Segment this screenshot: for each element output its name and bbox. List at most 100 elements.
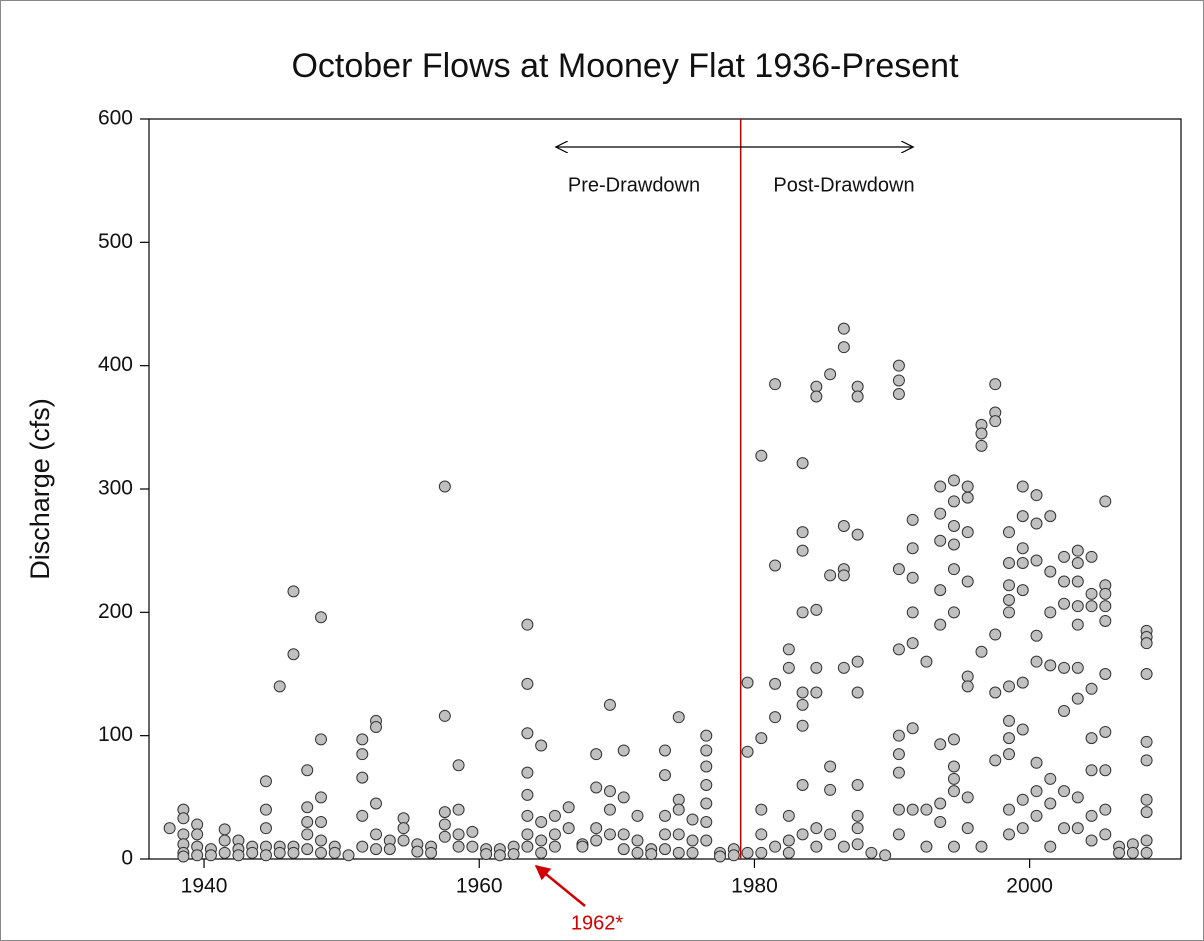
point <box>824 368 837 381</box>
point <box>466 840 479 853</box>
point <box>370 843 383 856</box>
point <box>975 840 988 853</box>
point <box>1044 797 1057 810</box>
point <box>851 779 864 791</box>
point <box>1016 510 1029 523</box>
point <box>755 732 768 745</box>
point <box>397 812 410 825</box>
point <box>1071 575 1084 588</box>
point <box>934 816 947 828</box>
point <box>617 843 630 856</box>
point <box>810 380 823 393</box>
point <box>315 816 327 828</box>
point <box>672 846 685 859</box>
point <box>672 803 685 816</box>
point <box>824 569 837 582</box>
point <box>603 698 616 711</box>
point <box>892 643 905 656</box>
point <box>191 828 204 841</box>
point <box>961 526 974 539</box>
point <box>1044 565 1057 578</box>
point <box>1071 692 1084 705</box>
point <box>1140 834 1153 847</box>
point <box>1140 806 1153 819</box>
point <box>480 848 493 861</box>
point <box>1003 526 1015 539</box>
point <box>796 544 809 557</box>
point <box>961 575 974 588</box>
point <box>769 378 782 391</box>
point <box>1030 554 1043 567</box>
point <box>1058 785 1071 798</box>
point <box>920 655 933 668</box>
point <box>177 812 190 825</box>
point <box>1071 618 1084 631</box>
point <box>796 828 809 841</box>
point <box>370 797 383 810</box>
point <box>315 611 327 624</box>
points <box>163 322 1153 863</box>
point <box>700 779 713 791</box>
point <box>1044 510 1057 523</box>
point <box>796 526 809 539</box>
point <box>259 822 272 835</box>
point <box>810 822 823 835</box>
point <box>796 606 809 619</box>
point <box>645 848 658 861</box>
point <box>535 846 548 859</box>
point <box>824 783 837 796</box>
point <box>1085 732 1098 745</box>
point <box>1140 793 1153 806</box>
point <box>947 520 960 532</box>
point <box>892 729 905 742</box>
point <box>796 686 809 699</box>
point <box>659 769 671 782</box>
point <box>590 822 603 835</box>
point <box>315 834 327 847</box>
point <box>1003 606 1015 619</box>
point <box>672 828 685 841</box>
point <box>246 846 259 859</box>
point <box>879 849 892 862</box>
point <box>769 677 782 690</box>
point <box>1085 587 1098 600</box>
point <box>920 840 933 853</box>
point <box>1044 659 1057 672</box>
point <box>507 848 520 861</box>
point <box>1140 637 1153 650</box>
point <box>851 822 864 835</box>
point <box>659 843 671 856</box>
point <box>865 846 878 859</box>
point <box>947 538 960 551</box>
point <box>1071 544 1084 557</box>
point <box>218 823 231 836</box>
point <box>259 803 272 816</box>
point <box>837 520 850 532</box>
point <box>934 584 947 597</box>
point <box>947 772 960 785</box>
point <box>796 457 809 470</box>
point <box>1030 809 1043 822</box>
point <box>934 507 947 520</box>
point <box>727 849 740 862</box>
point <box>218 834 231 847</box>
point <box>782 846 795 859</box>
point <box>741 676 754 689</box>
point <box>837 322 850 335</box>
point <box>810 390 823 403</box>
y-tick-label: 300 <box>98 477 133 500</box>
point <box>1003 579 1015 592</box>
point <box>1016 584 1029 597</box>
point <box>1085 550 1098 563</box>
point <box>452 828 465 841</box>
point <box>315 846 327 859</box>
point <box>892 374 905 387</box>
point <box>301 801 314 814</box>
point <box>796 719 809 732</box>
point <box>700 744 713 757</box>
point <box>851 380 864 393</box>
point <box>810 840 823 853</box>
point <box>1030 756 1043 769</box>
point <box>796 698 809 711</box>
